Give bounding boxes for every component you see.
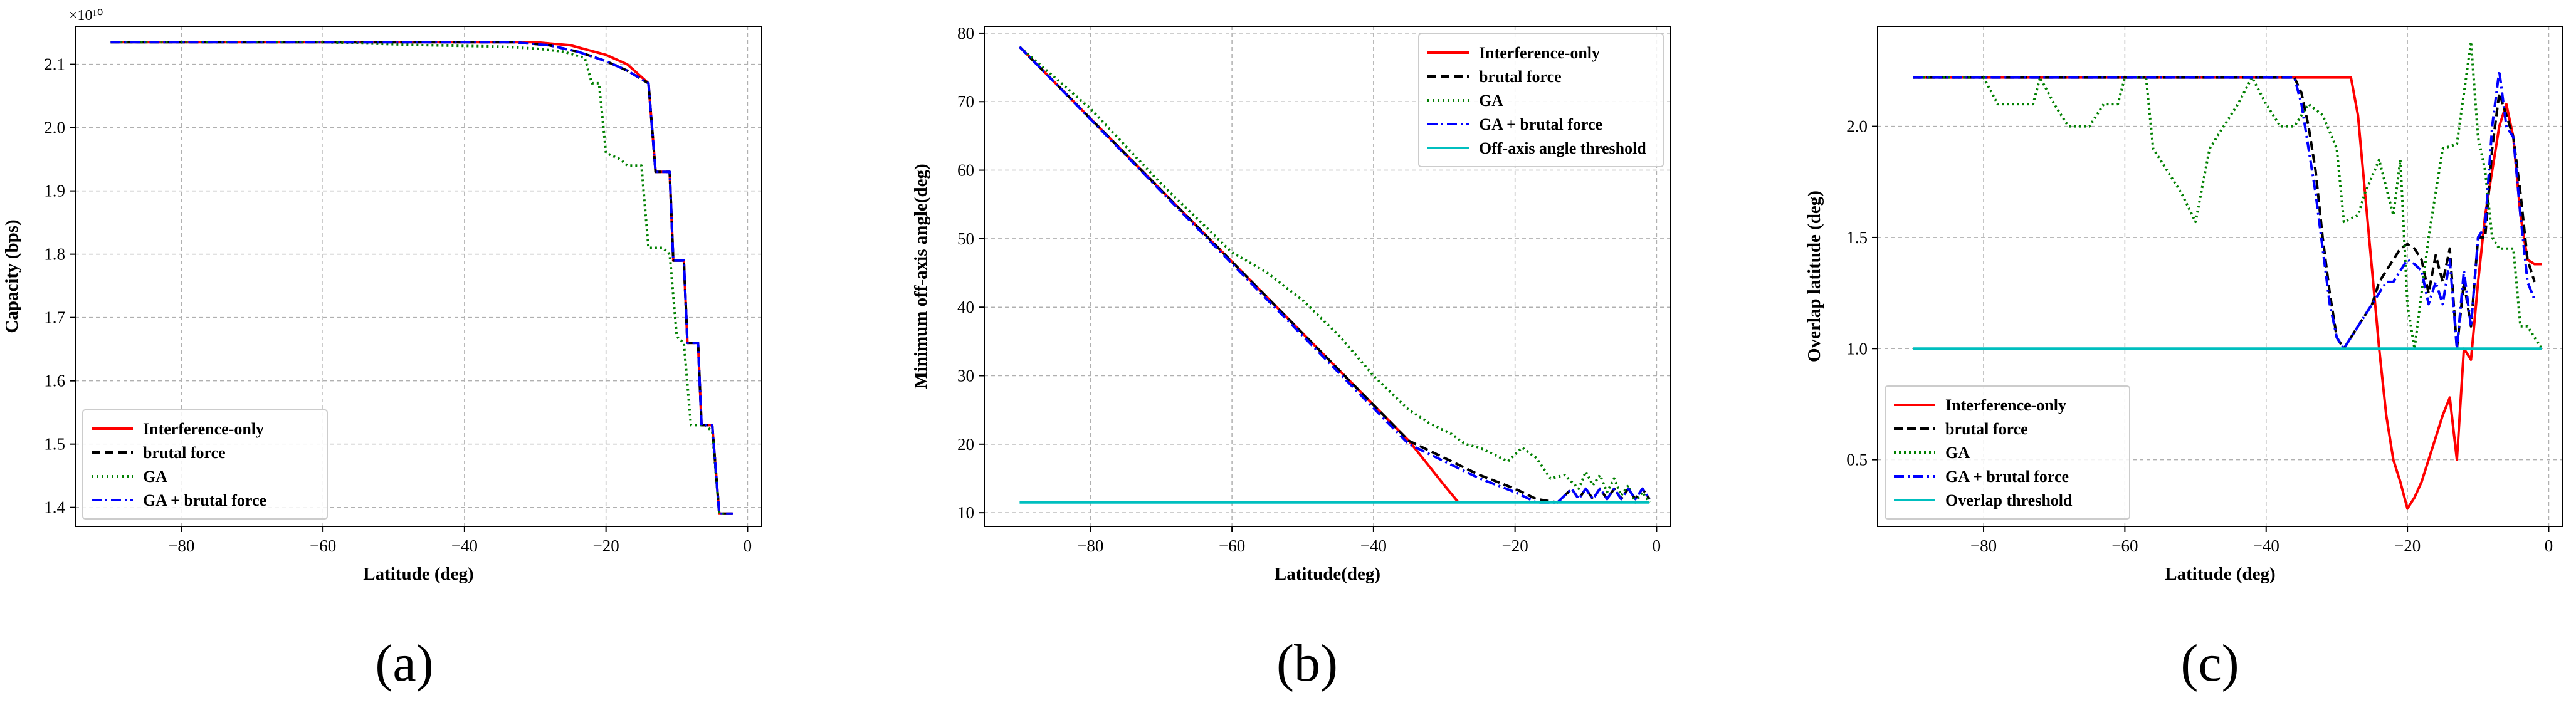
- y-tick-label: 1.0: [1846, 339, 1868, 358]
- legend-label: GA + brutal force: [1479, 115, 1602, 133]
- legend-label: brutal force: [143, 444, 226, 462]
- legend-label: Off-axis angle threshold: [1479, 139, 1646, 157]
- x-tick-label: −20: [1502, 536, 1528, 555]
- y-tick-label: 60: [957, 161, 974, 180]
- y-tick-label: 0.5: [1846, 451, 1868, 469]
- chart-c: −80 −60 −40 −20 0 0.5 1.0 1.5 2.0 Latitude (deg) O…: [1804, 26, 2563, 584]
- y-axis-label: Minimum off-axis angle(deg): [911, 164, 931, 389]
- y-tick-label: 1.6: [44, 372, 65, 390]
- legend: Interference-only brutal force GA GA + brut…: [82, 409, 328, 520]
- plot-frame: [1877, 26, 2563, 527]
- series-line-4: [1018, 46, 1651, 504]
- legend-label: Interference-only: [1479, 44, 1600, 62]
- legend: Interference-only brutal force GA GA + brut…: [1885, 385, 2130, 520]
- y-tick-label: 80: [957, 24, 974, 43]
- x-tick-label: 0: [2545, 536, 2553, 555]
- legend-label: GA: [1479, 91, 1503, 110]
- x-axis-label: Latitude (deg): [363, 564, 473, 584]
- legend-label: Interference-only: [143, 420, 264, 438]
- y-tick-label: 1.5: [44, 435, 65, 454]
- x-tick-label: −80: [1970, 536, 1997, 555]
- y-offset-label: ×10¹⁰: [69, 8, 103, 24]
- chart-b: −80 −60 −40 −20 0 10 20 30 40 50 60 70 80 Latitude(de…: [911, 24, 1671, 584]
- legend-label: GA: [143, 467, 167, 486]
- y-tick-label: 50: [957, 229, 974, 248]
- x-tick-label: −20: [593, 536, 619, 555]
- plot-frame: [984, 26, 1671, 527]
- x-tick-label: −60: [2111, 536, 2138, 555]
- y-tick-label: 1.4: [44, 498, 65, 517]
- series-line-4: [1913, 69, 2536, 350]
- x-axis-label: Latitude(deg): [1275, 564, 1380, 584]
- y-tick-label: 2.0: [44, 118, 65, 137]
- y-tick-label: 30: [957, 367, 974, 385]
- legend-label: GA + brutal force: [143, 491, 266, 509]
- legend-box: [1885, 385, 2130, 520]
- x-tick-label: −40: [451, 536, 478, 555]
- x-tick-label: −40: [2253, 536, 2279, 555]
- legend-box: [82, 409, 328, 520]
- series-line-3: [1019, 46, 1651, 504]
- y-tick-label: 1.5: [1846, 228, 1868, 247]
- legend-label: GA: [1945, 444, 1970, 462]
- series-line-1: [1913, 76, 2542, 510]
- y-tick-label: 70: [957, 92, 974, 111]
- x-tick-label: −60: [1219, 536, 1245, 555]
- panel-label-c: (c): [2180, 634, 2239, 692]
- y-tick-label: 2.0: [1846, 117, 1868, 136]
- y-axis-label: Capacity (bps): [2, 219, 22, 333]
- y-tick-label: 10: [957, 503, 974, 522]
- plot-frame: [75, 26, 762, 527]
- legend-label: brutal force: [1479, 68, 1562, 86]
- series-line-4: [110, 41, 733, 515]
- x-tick-label: −40: [1360, 536, 1387, 555]
- panel-label-b: (b): [1276, 634, 1338, 692]
- legend-label: Overlap threshold: [1945, 491, 2073, 509]
- x-tick-label: −80: [168, 536, 194, 555]
- legend: Interference-only brutal force GA GA + brut…: [1418, 33, 1664, 167]
- x-tick-label: −20: [2394, 536, 2421, 555]
- legend-label: GA + brutal force: [1945, 467, 2069, 486]
- y-axis-label: Overlap latitude (deg): [1804, 191, 1824, 362]
- x-tick-label: 0: [744, 536, 752, 555]
- x-tick-label: −80: [1077, 536, 1103, 555]
- series-line-3: [110, 41, 727, 515]
- y-tick-label: 20: [957, 435, 974, 454]
- panel-label-a: (a): [375, 634, 434, 692]
- legend-label: Interference-only: [1945, 396, 2066, 414]
- y-tick-label: 1.8: [44, 245, 65, 264]
- y-tick-label: 1.9: [44, 182, 65, 201]
- y-tick-label: 2.1: [44, 55, 65, 74]
- series-line-2: [1913, 76, 2536, 350]
- x-axis-label: Latitude (deg): [2165, 564, 2275, 584]
- x-tick-label: −60: [310, 536, 336, 555]
- chart-a: −80 −60 −40 −20 0 1.4 1.5 1.6 1.7 1.8 1.9 2.0 2.1 Lat…: [2, 8, 762, 584]
- legend-label: brutal force: [1945, 420, 2028, 438]
- legend-box: [1418, 33, 1664, 167]
- x-tick-label: 0: [1653, 536, 1661, 555]
- y-tick-label: 1.7: [44, 308, 65, 327]
- y-tick-label: 40: [957, 298, 974, 316]
- series-line-3: [1913, 40, 2543, 350]
